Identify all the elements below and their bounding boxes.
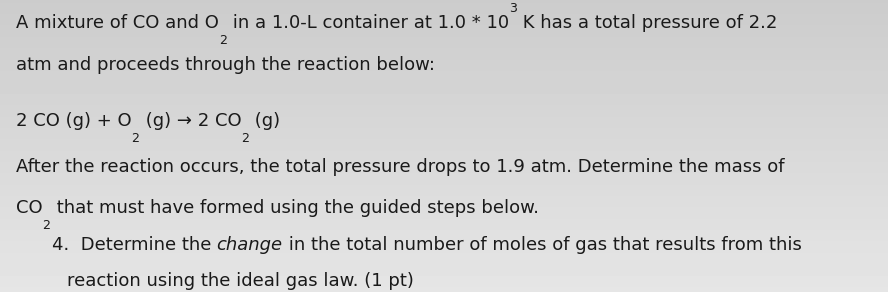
Text: 2: 2 xyxy=(242,132,250,145)
Text: change: change xyxy=(217,236,282,254)
Text: After the reaction occurs, the total pressure drops to 1.9 atm. Determine the ma: After the reaction occurs, the total pre… xyxy=(16,158,784,176)
Text: (g): (g) xyxy=(250,112,281,130)
Text: 2: 2 xyxy=(131,132,139,145)
Text: atm and proceeds through the reaction below:: atm and proceeds through the reaction be… xyxy=(16,56,435,74)
Text: 2: 2 xyxy=(43,219,51,232)
Text: in the total number of moles of gas that results from this: in the total number of moles of gas that… xyxy=(282,236,802,254)
Text: that must have formed using the guided steps below.: that must have formed using the guided s… xyxy=(51,199,539,217)
Text: CO: CO xyxy=(16,199,43,217)
Text: A mixture of CO and O: A mixture of CO and O xyxy=(16,14,218,32)
Text: in a 1.0-L container at 1.0 * 10: in a 1.0-L container at 1.0 * 10 xyxy=(226,14,509,32)
Text: 2: 2 xyxy=(218,34,226,47)
Text: 2 CO (g) + O: 2 CO (g) + O xyxy=(16,112,131,130)
Text: K has a total pressure of 2.2: K has a total pressure of 2.2 xyxy=(517,14,777,32)
Text: 4.  Determine the: 4. Determine the xyxy=(52,236,217,254)
Text: reaction using the ideal gas law. (1 pt): reaction using the ideal gas law. (1 pt) xyxy=(67,272,414,290)
Text: 3: 3 xyxy=(509,2,517,15)
Text: (g) → 2 CO: (g) → 2 CO xyxy=(139,112,242,130)
